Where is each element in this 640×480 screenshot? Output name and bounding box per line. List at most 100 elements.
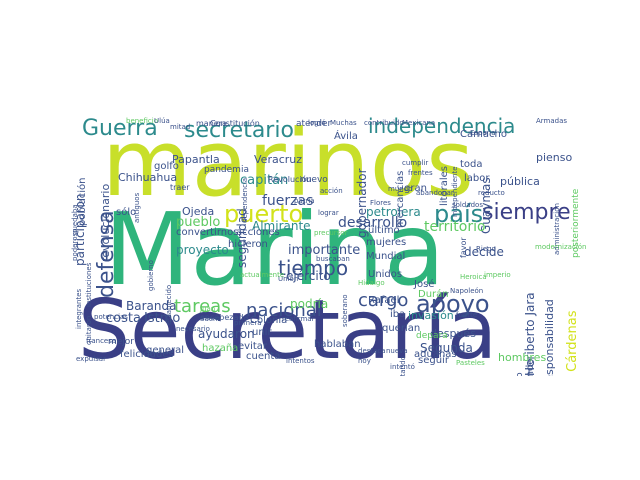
word: Rafael (368, 295, 400, 306)
word: cabo (515, 372, 525, 376)
word: Unión (278, 275, 299, 283)
word: independiente (451, 166, 459, 218)
word: podría (290, 297, 329, 311)
word: nacional (246, 300, 322, 321)
word: mitad (170, 123, 191, 131)
word: Constitución (210, 119, 260, 128)
word: puerto (224, 200, 304, 228)
word: destaca (358, 347, 386, 355)
word: primera (234, 319, 262, 327)
word: intentos (286, 357, 315, 365)
word: golfo (154, 161, 179, 172)
word: fuerte (456, 311, 478, 319)
word: pienso (536, 151, 573, 164)
word: poderoso (71, 228, 79, 262)
word: desarrollo (338, 215, 408, 231)
word: territorio (424, 219, 486, 235)
word-cloud: marinos Marina Secretaría Guerra secretario i… (68, 116, 586, 376)
word: Chihuahua (118, 171, 178, 184)
word: logró (308, 119, 326, 127)
word: Almirante (252, 219, 311, 233)
word: Papantla (172, 153, 220, 166)
word: intentó (390, 363, 415, 371)
word: Camacho (460, 129, 507, 140)
word: felicidades (120, 349, 174, 360)
word: sólo (116, 207, 137, 218)
word: quitaron (85, 316, 93, 346)
word: gran (404, 183, 427, 194)
word: pública (500, 175, 540, 188)
word: modernización (535, 243, 586, 251)
word: Hidalgo (358, 279, 385, 287)
word: Segunda (420, 341, 473, 355)
word: siempre (482, 200, 571, 225)
word: ayudaron (198, 327, 255, 341)
word: Istmo (144, 311, 181, 326)
word: aduanas (414, 349, 457, 360)
word: gobierno (147, 260, 155, 292)
word: gobernador (355, 168, 369, 239)
word: instituciones (85, 263, 93, 308)
word: ejército (286, 269, 331, 283)
word: encabezada (200, 313, 249, 322)
word: Flores (370, 199, 391, 207)
word: Muchas (330, 119, 357, 127)
word: Napoleón (450, 287, 484, 295)
word: apoyo (416, 290, 490, 318)
word: patria (294, 197, 315, 205)
word: tareas (174, 296, 231, 317)
word: imperio (484, 271, 511, 279)
word: hazaña (202, 343, 239, 354)
word: lograr (318, 209, 339, 217)
word: Guerra (82, 116, 158, 141)
word: Ávila (334, 131, 358, 142)
word: mercancías (395, 170, 406, 228)
word: favor (459, 236, 468, 258)
word: Durán (418, 289, 449, 300)
word: acción (320, 187, 343, 195)
word: Mexicana (402, 119, 436, 127)
word: depara (416, 331, 448, 341)
word: cargo (358, 290, 409, 311)
word: Lázaro Cárdenas (565, 310, 580, 376)
word: invasión (408, 309, 454, 322)
word: cumplir (402, 159, 429, 167)
word: unir (252, 327, 272, 338)
word: evitar (238, 341, 268, 352)
word: mejor (108, 337, 135, 347)
word: Riego (476, 245, 496, 253)
word: Ojeda (182, 205, 215, 218)
word: francesa (86, 337, 117, 345)
word: traer (170, 183, 190, 192)
word: Armadas (536, 117, 568, 125)
word: Veracruz (254, 153, 303, 166)
word: querían (382, 323, 421, 334)
word: Sáenz (200, 315, 222, 323)
word: José (414, 279, 435, 290)
word: fuerzas (262, 193, 314, 209)
word: mundo (388, 185, 413, 193)
word: actualmente (240, 271, 285, 279)
word: pueblo (176, 215, 221, 230)
word: Heroica (460, 273, 487, 281)
word: hablaban (314, 339, 361, 350)
word: cuenta (246, 351, 281, 362)
word: independencia (368, 116, 516, 138)
word: población (77, 177, 88, 226)
word: pandemia (204, 165, 249, 175)
word: España (470, 129, 496, 137)
word: reducto (478, 189, 505, 197)
word: nuevo (300, 175, 328, 185)
word: soldados (452, 201, 483, 209)
word: soberano (341, 294, 349, 328)
word: beneficio (126, 117, 158, 125)
word: establecido (165, 285, 173, 326)
word: convertirnos (176, 227, 239, 238)
word: petrolera (366, 205, 421, 219)
word: buscaban (316, 255, 350, 263)
word: iba (390, 309, 406, 320)
word: frentes (408, 169, 433, 177)
word: importante (288, 243, 361, 258)
word: último (368, 225, 400, 236)
word: costa (106, 311, 141, 326)
